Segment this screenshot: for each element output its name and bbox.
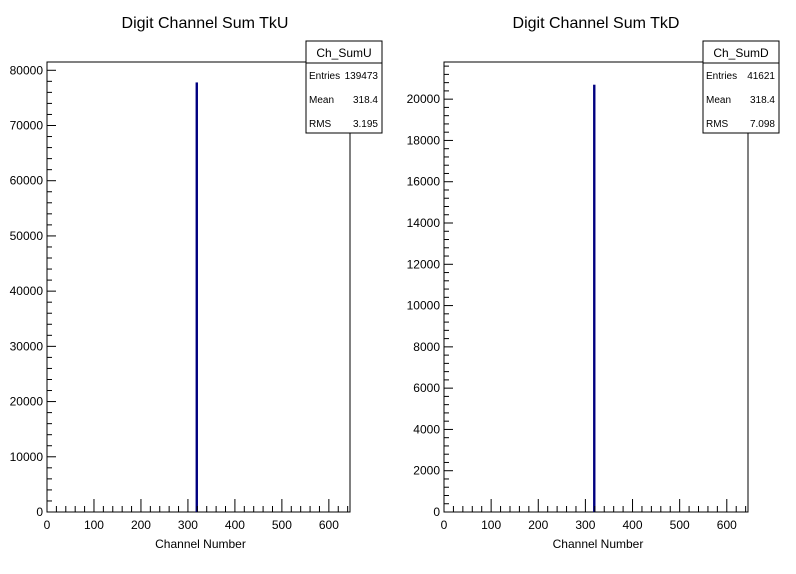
stats-row-label: Entries — [309, 71, 340, 82]
histogram-panel-tkd: Digit Channel Sum TkD Channel Number 0 10… — [407, 15, 780, 551]
stats-box-title: Ch_SumU — [316, 46, 371, 60]
stats-row-value: 139473 — [345, 71, 379, 82]
y-tick-label: 4000 — [413, 422, 440, 436]
x-tick-label: 200 — [131, 518, 151, 532]
histogram-panel-tku: Digit Channel Sum TkU Channel Number 0 10… — [10, 15, 383, 551]
stats-row-label: Entries — [706, 71, 737, 82]
chart-title: Digit Channel Sum TkD — [513, 15, 680, 32]
x-tick-label: 100 — [481, 518, 501, 532]
x-tick-label: 600 — [319, 518, 339, 532]
x-tick-label: 300 — [178, 518, 198, 532]
y-tick-label: 50000 — [10, 229, 44, 243]
x-axis-label: Channel Number — [553, 537, 644, 551]
x-tick-label: 300 — [575, 518, 595, 532]
y-tick-label: 18000 — [407, 133, 441, 147]
x-tick-label: 100 — [84, 518, 104, 532]
stats-row-value: 41621 — [747, 71, 775, 82]
stats-row-label: Mean — [309, 95, 334, 106]
y-tick-label: 8000 — [413, 340, 440, 354]
y-tick-label: 12000 — [407, 257, 441, 271]
stats-box — [305, 40, 383, 134]
stats-box — [702, 40, 780, 134]
y-tick-label: 2000 — [413, 464, 440, 478]
x-tick-label: 400 — [623, 518, 643, 532]
plot-frame — [443, 61, 749, 513]
y-tick-label: 14000 — [407, 216, 441, 230]
y-tick-label: 0 — [36, 505, 43, 519]
stats-row-value: 3.195 — [353, 119, 378, 130]
y-tick-label: 20000 — [10, 395, 44, 409]
histogram-bar — [593, 84, 596, 512]
x-tick-label: 500 — [272, 518, 292, 532]
y-tick-label: 30000 — [10, 339, 44, 353]
y-tick-label: 80000 — [10, 63, 44, 77]
histogram-bar — [195, 82, 198, 513]
stats-row-label: RMS — [309, 119, 332, 130]
y-tick-label: 10000 — [10, 450, 44, 464]
x-tick-label: 400 — [225, 518, 245, 532]
x-tick-label: 500 — [670, 518, 690, 532]
chart-title: Digit Channel Sum TkU — [122, 15, 289, 32]
y-tick-label: 60000 — [10, 174, 44, 188]
stats-row-label: RMS — [706, 119, 729, 130]
stats-row-value: 7.098 — [750, 119, 775, 130]
y-tick-label: 10000 — [407, 299, 441, 313]
stats-row-value: 318.4 — [353, 95, 378, 106]
x-tick-label: 0 — [441, 518, 448, 532]
y-tick-label: 20000 — [407, 92, 441, 106]
stats-box-title: Ch_SumD — [713, 46, 769, 60]
y-tick-label: 16000 — [407, 175, 441, 189]
y-tick-label: 6000 — [413, 381, 440, 395]
x-tick-label: 0 — [44, 518, 51, 532]
plot-frame — [46, 61, 351, 513]
y-tick-label: 40000 — [10, 284, 44, 298]
y-tick-label: 70000 — [10, 118, 44, 132]
stats-row-value: 318.4 — [750, 95, 775, 106]
stats-row-label: Mean — [706, 95, 731, 106]
x-tick-label: 200 — [528, 518, 548, 532]
y-tick-label: 0 — [433, 505, 440, 519]
x-tick-label: 600 — [717, 518, 737, 532]
x-axis-label: Channel Number — [155, 537, 246, 551]
